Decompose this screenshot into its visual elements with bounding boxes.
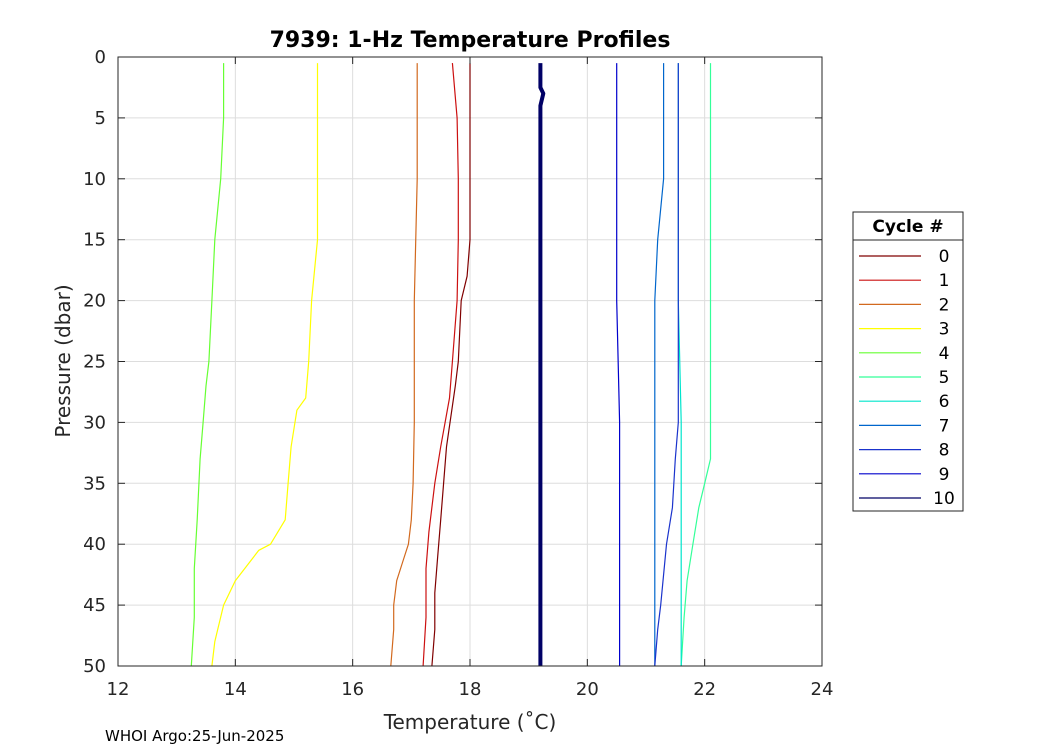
x-axis-label: Temperature (˚C) <box>383 710 557 734</box>
y-tick-label: 5 <box>95 108 106 129</box>
y-tick-label: 20 <box>83 291 106 312</box>
x-tick-label: 20 <box>576 679 599 700</box>
legend-label-cycle-6: 6 <box>939 392 950 412</box>
legend-label-cycle-10: 10 <box>933 489 955 509</box>
chart-title: 7939: 1-Hz Temperature Profiles <box>270 28 671 53</box>
y-tick-label: 45 <box>83 595 106 616</box>
y-axis-ticks: 0 5 10 15 20 25 30 35 40 45 50 <box>83 47 822 677</box>
series-line-cycle-9 <box>616 63 621 666</box>
series-line-cycle-5 <box>680 63 712 667</box>
legend-label-cycle-7: 7 <box>939 416 950 436</box>
y-tick-label: 40 <box>83 534 106 555</box>
legend-label-cycle-2: 2 <box>939 295 950 315</box>
legend-label-cycle-8: 8 <box>939 441 950 461</box>
x-axis-ticks: 12 14 16 18 20 22 24 <box>107 57 834 700</box>
legend-label-cycle-1: 1 <box>939 271 950 291</box>
series-line-cycle-10 <box>538 63 546 666</box>
y-tick-label: 15 <box>83 230 106 251</box>
series-line-cycle-0 <box>431 63 471 667</box>
series-line-cycle-8 <box>654 63 679 667</box>
legend-label-cycle-3: 3 <box>939 320 950 340</box>
series-line-cycle-2 <box>390 63 418 667</box>
x-tick-label: 12 <box>107 679 130 700</box>
y-tick-label: 25 <box>83 352 106 373</box>
series-line-cycle-4 <box>190 63 225 667</box>
y-tick-label: 50 <box>83 656 106 677</box>
y-tick-label: 10 <box>83 169 106 190</box>
x-tick-label: 18 <box>459 679 482 700</box>
x-tick-label: 16 <box>341 679 364 700</box>
y-tick-label: 0 <box>95 47 106 68</box>
legend-label-cycle-4: 4 <box>939 344 950 364</box>
legend-entries: 0 1 2 3 4 5 6 7 8 9 10 <box>859 247 955 509</box>
legend-title: Cycle # <box>872 217 943 237</box>
plot-area: 12 14 16 18 20 22 24 0 5 10 15 20 25 30 35 40 45 50 <box>83 47 833 700</box>
legend-label-cycle-9: 9 <box>939 465 950 485</box>
footer-text: WHOI Argo:25-Jun-2025 <box>105 727 284 745</box>
series-line-cycle-3 <box>211 63 319 667</box>
y-tick-label: 30 <box>83 412 106 433</box>
x-tick-label: 14 <box>224 679 247 700</box>
legend-box <box>852 211 964 512</box>
series-line-cycle-1 <box>422 63 459 667</box>
x-tick-label: 22 <box>693 679 716 700</box>
legend-label-cycle-0: 0 <box>939 247 950 267</box>
series-group <box>190 63 712 667</box>
x-tick-label: 24 <box>811 679 834 700</box>
series-line-cycle-7 <box>654 63 665 666</box>
legend: Cycle # 0 1 2 3 4 5 6 7 8 9 10 <box>852 211 964 512</box>
legend-label-cycle-5: 5 <box>939 368 950 388</box>
y-axis-label: Pressure (dbar) <box>51 284 75 437</box>
y-tick-label: 35 <box>83 473 106 494</box>
